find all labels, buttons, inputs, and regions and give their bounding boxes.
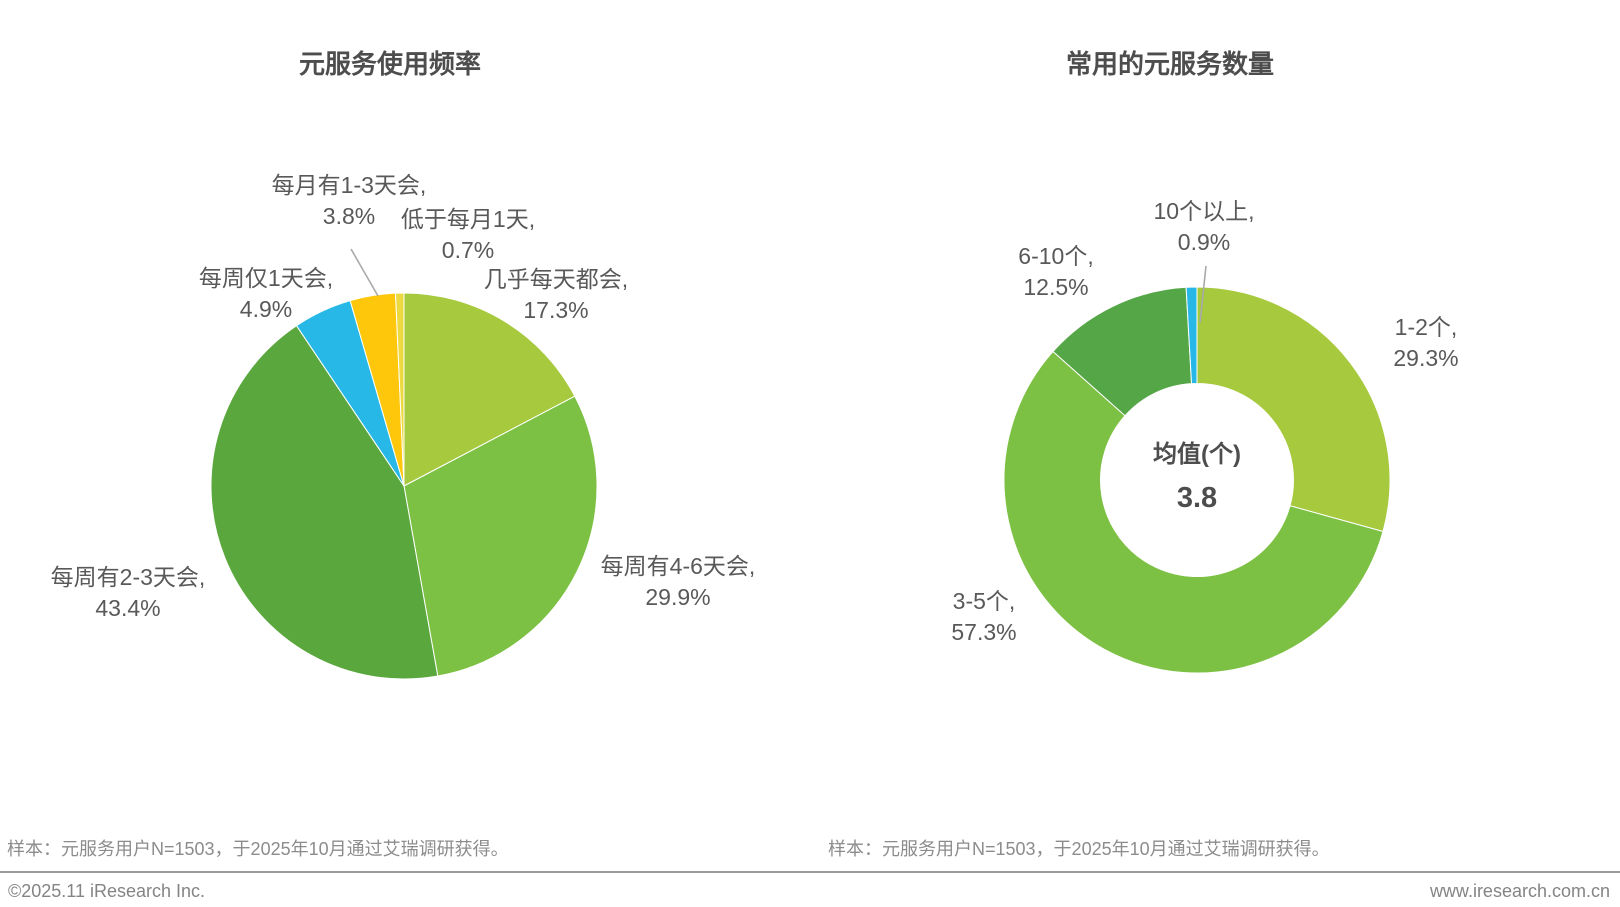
service-count-donut-chart [1003,286,1391,674]
pie-slice-低于每月1天 [394,292,405,487]
leader-line-3-8-percent [350,248,379,297]
website-link: www.iresearch.com.cn [1429,881,1610,901]
sample-note-right: 样本：元服务用户N=1503，于2025年10月通过艾瑞调研获得。 [828,839,1330,859]
right-chart-title: 常用的元服务数量 [1065,49,1275,79]
pie-slice-3-5个 [1003,350,1384,674]
label-almost-every-day: 几乎每天都会, 17.3% [483,266,629,323]
pie-slice-10个以上 [1185,286,1198,385]
label-1-3-days-month: 每月有1-3天会, 3.8% [271,172,427,229]
label-3-5-services: 3-5个, 57.3% [951,588,1017,645]
label-1-2-services: 1-2个, 29.3% [1393,314,1459,371]
pie-slice-每周有4-6天会 [403,395,598,677]
usage-frequency-pie-chart [210,292,598,680]
sample-note-left: 样本：元服务用户N=1503，于2025年10月通过艾瑞调研获得。 [7,839,509,859]
average-label: 均值(个) [1153,441,1241,468]
label-less-than-monthly: 低于每月1天, 0.7% [400,206,536,263]
left-chart-title: 元服务使用频率 [298,49,482,79]
label-6-10-services: 6-10个, 12.5% [1018,243,1094,300]
pie-slice-几乎每天都会 [403,292,576,487]
footer-divider [0,871,1620,873]
label-4-6-days-week: 每周有4-6天会, 29.9% [600,553,756,610]
average-value: 3.8 [1176,482,1218,514]
pie-slice-每周有2-3天会 [210,325,439,680]
label-2-3-days-week: 每周有2-3天会, 43.4% [50,564,206,621]
donut-center-average: 均值(个) 3.8 [1153,440,1241,514]
label-1-day-week: 每周仅1天会, 4.9% [198,265,334,322]
pie-slice-1-2个 [1196,286,1391,533]
label-10-plus-services: 10个以上, 0.9% [1153,198,1255,255]
copyright-text: ©2025.11 iResearch Inc. [8,881,206,901]
